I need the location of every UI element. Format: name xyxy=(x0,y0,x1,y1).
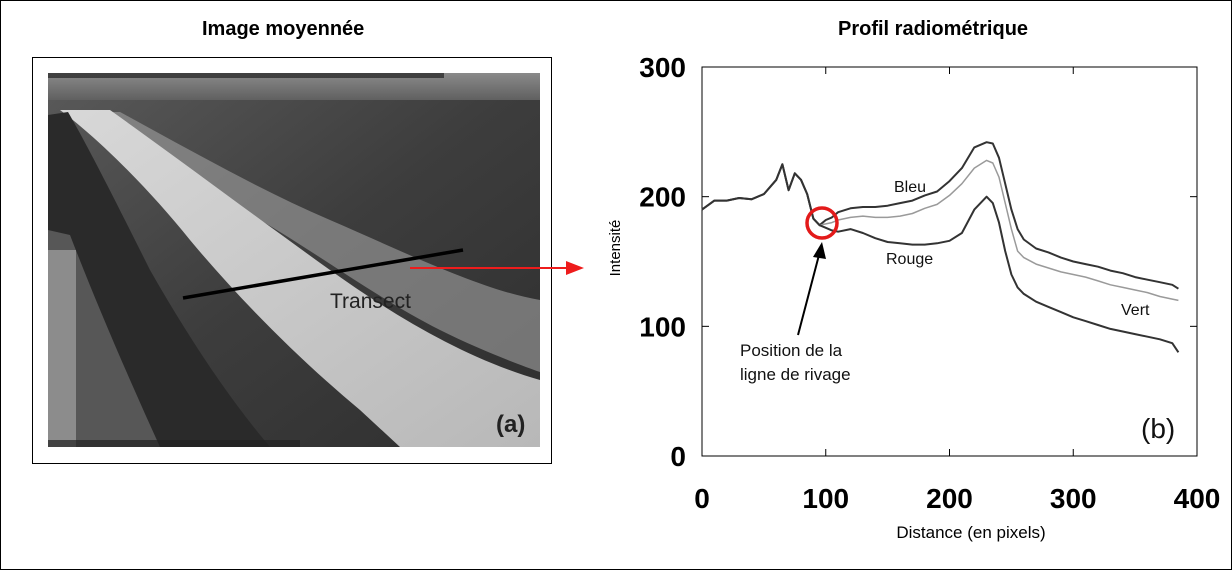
y-tick-label: 200 xyxy=(639,182,686,213)
x-tick-label: 100 xyxy=(802,483,849,514)
plot-frame xyxy=(701,66,1198,457)
series-line-vert xyxy=(701,159,1179,302)
timestamp-strip-bottom xyxy=(48,440,300,447)
shoreline-highlight-circle xyxy=(805,206,839,240)
series-line-rouge xyxy=(701,163,1180,353)
link-arrow-head xyxy=(566,261,584,275)
annotation-line-2: ligne de rivage xyxy=(740,365,851,384)
annotation-arrow-head xyxy=(813,242,826,259)
timestamp-strip-top xyxy=(48,73,444,78)
panel-a-label: (a) xyxy=(496,411,525,438)
panel-b-title: Profil radiométrique xyxy=(838,18,1029,40)
x-tick-label: 0 xyxy=(694,483,710,514)
annotation-line-1: Position de la xyxy=(740,341,843,360)
transect-line xyxy=(182,248,464,300)
x-tick-label: 200 xyxy=(926,483,973,514)
y-axis-label: Intensité xyxy=(607,220,624,277)
y-tick-label: 0 xyxy=(670,441,686,472)
series-label-vert: Vert xyxy=(1121,302,1150,319)
y-tick-label: 300 xyxy=(639,52,686,83)
series-line-bleu xyxy=(701,141,1179,290)
x-tick-label: 400 xyxy=(1174,483,1221,514)
x-tick-label: 300 xyxy=(1050,483,1097,514)
panel-b-label: (b) xyxy=(1141,413,1175,444)
transect-label: Transect xyxy=(330,290,411,313)
x-axis-label: Distance (en pixels) xyxy=(896,523,1045,542)
series-label-bleu: Bleu xyxy=(894,179,926,196)
annotation-arrow xyxy=(797,254,820,336)
panel-a-title: Image moyennée xyxy=(202,18,365,40)
y-tick-label: 100 xyxy=(639,311,686,342)
buildings xyxy=(48,250,76,447)
series-label-rouge: Rouge xyxy=(886,251,933,268)
